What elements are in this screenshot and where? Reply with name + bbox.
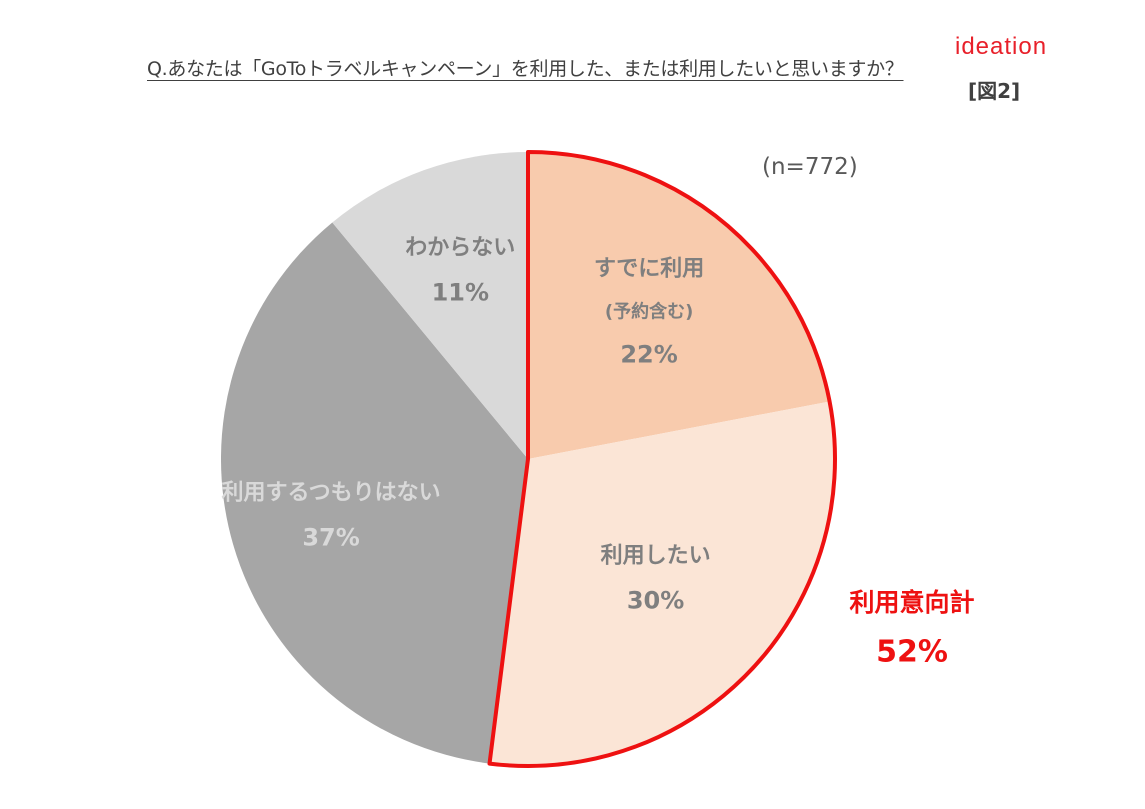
highlight-group-value: 52% [876,635,948,670]
highlight-group-label: 利用意向計 52% [849,588,974,670]
slice-already-used [528,152,830,459]
chart-title: Q.あなたは「GoToトラベルキャンペーン」を利用した、または利用したいと思いま… [147,58,904,80]
figure-label: [図2] [968,79,1021,103]
ideation-logo: ideation [955,33,1048,60]
slice-not-planning-value: 37% [302,524,359,552]
slice-not-planning-label: 利用するつもりはない [222,481,441,506]
slice-already-used-value: 22% [620,341,677,369]
pie-labels: すでに利用 (予約含む) 22% 利用したい 30% 利用するつもりはない 37% わからない… [222,235,711,614]
slice-dont-know-value: 11% [432,278,489,306]
slice-already-used-label: すでに利用 [594,257,704,282]
slice-want-to-use [489,401,835,767]
slice-not-planning [220,222,528,764]
highlight-outline [487,150,837,768]
slice-already-used-sublabel: (予約含む) [605,301,693,323]
slice-want-to-use-label: 利用したい [601,543,711,568]
slice-dont-know-label: わからない [405,235,515,260]
sample-size-label: (n=772) [762,154,858,180]
pie-slices [220,152,835,767]
slice-dont-know [332,152,528,459]
highlight-group-name: 利用意向計 [849,588,974,617]
slice-want-to-use-value: 30% [627,586,684,614]
